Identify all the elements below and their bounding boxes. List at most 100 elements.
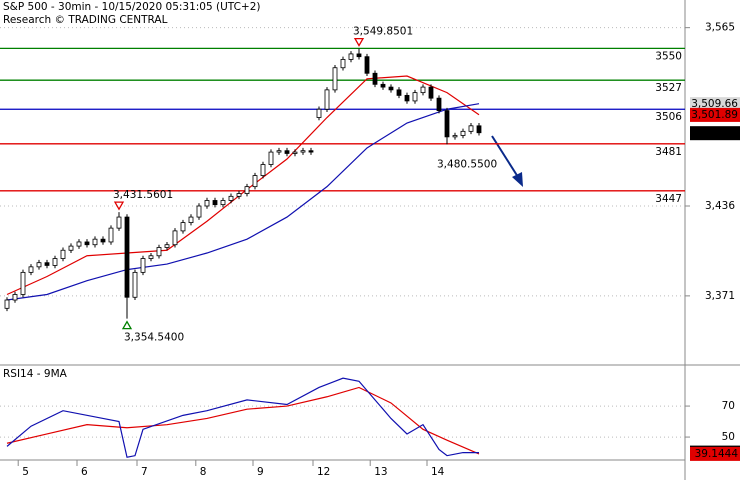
annotation: 3,354.5400 bbox=[124, 332, 184, 344]
low-marker bbox=[121, 320, 133, 330]
candle-body bbox=[156, 247, 162, 257]
last-value-box bbox=[690, 446, 740, 461]
candle-body bbox=[292, 151, 298, 154]
x-tick-label: 9 bbox=[257, 466, 264, 478]
candle-body bbox=[300, 150, 306, 153]
last-value-box bbox=[690, 107, 740, 122]
last-value-box bbox=[690, 97, 740, 112]
annotation: 3,431.5601 bbox=[113, 189, 173, 201]
candle-body bbox=[252, 175, 258, 188]
candle-body bbox=[228, 195, 234, 201]
candle-body bbox=[108, 227, 114, 243]
candle-body bbox=[260, 164, 266, 176]
y-tick-label: 50 bbox=[722, 431, 735, 443]
candle-body bbox=[276, 150, 282, 153]
candle-body bbox=[428, 86, 434, 99]
level-label: 3506 bbox=[655, 111, 682, 123]
candle-body bbox=[420, 86, 426, 94]
candle-body bbox=[380, 83, 386, 88]
level-label: 3527 bbox=[655, 82, 682, 94]
x-tick-label: 12 bbox=[317, 466, 330, 478]
last-value-label: 3,501.89 bbox=[691, 109, 738, 121]
level-label: 3550 bbox=[655, 50, 682, 62]
candle-body bbox=[356, 53, 362, 58]
candle-body bbox=[348, 53, 354, 60]
candle-body bbox=[412, 92, 418, 102]
candle-body bbox=[388, 86, 394, 91]
x-tick-label: 5 bbox=[22, 466, 29, 478]
candle-body bbox=[332, 67, 338, 91]
x-tick-label: 13 bbox=[374, 466, 387, 478]
high-marker bbox=[113, 201, 125, 211]
last-value-label: 3,488.67 bbox=[691, 127, 738, 139]
candle-body bbox=[44, 262, 50, 266]
y-tick-label: 3,436 bbox=[705, 200, 735, 212]
candle-body bbox=[444, 110, 450, 138]
candle-body bbox=[132, 271, 138, 298]
candle-body bbox=[468, 125, 474, 132]
last-value-box bbox=[690, 126, 740, 141]
candle-body bbox=[4, 299, 10, 309]
candle-body bbox=[68, 245, 74, 251]
candle-body bbox=[204, 200, 210, 207]
candle-body bbox=[284, 150, 290, 154]
x-tick-label: 7 bbox=[141, 466, 148, 478]
candle-body bbox=[140, 258, 146, 273]
rsi-title: RSI14 - 9MA bbox=[3, 368, 68, 380]
candle-body bbox=[20, 271, 26, 295]
candle-body bbox=[36, 262, 42, 268]
line bbox=[6, 103, 480, 301]
candle-body bbox=[188, 216, 194, 223]
line bbox=[6, 377, 480, 458]
candle-body bbox=[212, 200, 218, 206]
level-label: 3481 bbox=[655, 146, 682, 158]
candle-body bbox=[316, 108, 322, 118]
annotation: 3,549.8501 bbox=[353, 26, 413, 38]
high-marker bbox=[353, 37, 365, 47]
y-tick-label: 70 bbox=[722, 400, 735, 412]
line bbox=[6, 386, 480, 455]
candle-body bbox=[460, 130, 466, 136]
candle-body bbox=[148, 255, 154, 259]
candle-body bbox=[268, 151, 274, 165]
candle-body bbox=[436, 97, 442, 112]
candle-body bbox=[244, 186, 250, 194]
candle-body bbox=[324, 89, 330, 110]
x-tick-label: 8 bbox=[200, 466, 207, 478]
chart-subtitle: Research © TRADING CENTRAL bbox=[3, 14, 168, 26]
x-tick-label: 14 bbox=[431, 466, 445, 478]
candle-body bbox=[92, 238, 98, 246]
level-label: 3447 bbox=[655, 193, 682, 205]
y-tick-label: 3,565 bbox=[705, 22, 735, 34]
candle-body bbox=[12, 294, 18, 301]
chart-title: S&P 500 - 30min - 10/15/2020 05:31:05 (U… bbox=[3, 1, 261, 13]
candle-body bbox=[76, 241, 82, 247]
forecast-arrow bbox=[491, 135, 523, 187]
candle-body bbox=[396, 89, 402, 96]
last-value-label: 39.1444 bbox=[695, 448, 739, 460]
candle-body bbox=[220, 200, 226, 206]
candle-body bbox=[52, 258, 58, 266]
candle-body bbox=[84, 241, 90, 246]
last-value-label: 3,509.66 bbox=[691, 98, 738, 110]
candle-body bbox=[116, 216, 122, 229]
candle-body bbox=[172, 230, 178, 246]
candle-body bbox=[100, 238, 106, 243]
x-tick-label: 6 bbox=[81, 466, 88, 478]
y-tick-label: 3,371 bbox=[705, 290, 735, 302]
candle-body bbox=[308, 150, 314, 153]
candle-body bbox=[124, 216, 130, 298]
candle-body bbox=[28, 266, 34, 273]
candle-body bbox=[236, 193, 242, 197]
candle-body bbox=[180, 222, 186, 232]
candle-body bbox=[372, 72, 378, 85]
candle-body bbox=[196, 205, 202, 218]
candle-body bbox=[364, 56, 370, 74]
candle-body bbox=[452, 135, 458, 138]
candle-body bbox=[60, 249, 66, 259]
candle-body bbox=[164, 244, 170, 248]
candle-body bbox=[476, 125, 482, 134]
annotation: 3,480.5500 bbox=[437, 158, 497, 170]
candle-body bbox=[404, 94, 410, 102]
